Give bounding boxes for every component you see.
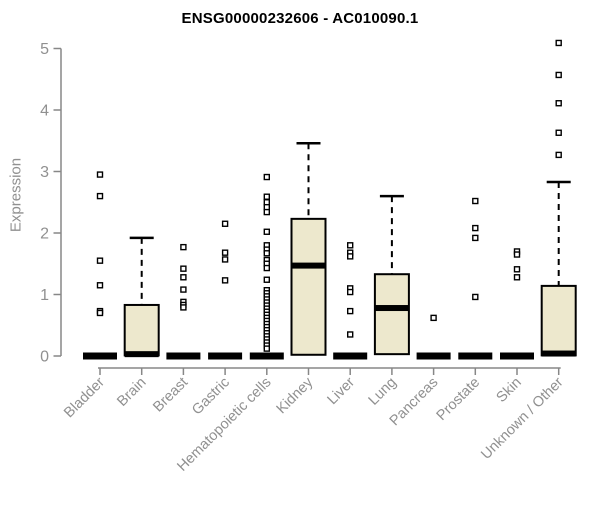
- outlier-point: [221, 277, 229, 284]
- collapsed-box: [458, 352, 493, 360]
- outlier-point: [263, 193, 270, 200]
- outlier-point: [180, 274, 187, 281]
- box: [290, 217, 327, 356]
- box: [123, 303, 160, 357]
- outlier-point: [513, 274, 521, 281]
- collapsed-box: [416, 352, 451, 360]
- outlier-point: [180, 265, 187, 272]
- outlier-point: [347, 307, 354, 315]
- outlier-point: [221, 249, 229, 256]
- collapsed-box: [166, 352, 201, 360]
- box: [540, 284, 577, 357]
- median-line: [541, 350, 576, 357]
- chart-title: ENSG00000232606 - AC010090.1: [181, 10, 419, 27]
- outlier-point: [263, 345, 270, 352]
- outlier-point: [513, 266, 521, 273]
- collapsed-box: [333, 352, 368, 360]
- outlier-point: [263, 173, 270, 181]
- outlier-point: [555, 100, 562, 107]
- outlier-point: [263, 250, 270, 257]
- x-tick-label: Brain: [114, 375, 149, 410]
- outlier-point: [180, 243, 187, 251]
- collapsed-box: [208, 352, 243, 360]
- outlier-point: [472, 293, 479, 301]
- x-tick-label: Breast: [150, 375, 191, 416]
- y-tick-label: 4: [40, 103, 49, 120]
- outlier-point: [430, 314, 437, 322]
- outlier-point: [472, 224, 479, 232]
- median-line: [374, 305, 409, 312]
- median-line: [124, 351, 159, 358]
- outlier-point: [96, 171, 104, 178]
- outlier-point: [96, 192, 104, 200]
- outlier-point: [180, 304, 187, 311]
- median-line: [291, 262, 326, 269]
- outlier-point: [555, 71, 562, 79]
- outlier-point: [263, 264, 270, 272]
- x-tick-label: Bladder: [61, 374, 108, 421]
- x-tick-label: Lung: [366, 375, 400, 409]
- outlier-point: [347, 253, 354, 260]
- outlier-point: [96, 257, 104, 264]
- y-tick-label: 5: [40, 41, 49, 58]
- outlier-point: [263, 228, 270, 235]
- y-tick-label: 1: [40, 287, 49, 304]
- outlier-point: [96, 282, 104, 289]
- x-tick-label: Liver: [324, 374, 358, 408]
- x-tick-label: Skin: [494, 375, 525, 406]
- outlier-point: [472, 197, 479, 205]
- outlier-point: [180, 286, 187, 293]
- outlier-point: [555, 39, 562, 47]
- y-tick-label: 2: [40, 226, 49, 243]
- outlier-point: [555, 151, 562, 159]
- outlier-point: [347, 331, 354, 338]
- outlier-point: [347, 242, 354, 249]
- outlier-point: [221, 220, 229, 227]
- y-axis-label: Expression: [7, 157, 25, 233]
- outlier-point: [96, 309, 104, 317]
- outlier-point: [513, 251, 521, 258]
- x-tick-label: Kidney: [274, 374, 317, 417]
- box: [373, 273, 410, 356]
- collapsed-box: [83, 352, 117, 360]
- outlier-point: [472, 234, 479, 242]
- y-tick-label: 0: [40, 349, 49, 366]
- outlier-point: [263, 276, 270, 283]
- outlier-point: [263, 208, 270, 216]
- outlier-point: [555, 129, 562, 136]
- collapsed-box: [249, 352, 284, 360]
- outlier-point: [347, 288, 354, 296]
- outlier-point: [221, 256, 229, 263]
- y-tick-label: 3: [40, 164, 49, 181]
- x-tick-label: Prostate: [434, 375, 483, 424]
- collapsed-box: [500, 352, 534, 360]
